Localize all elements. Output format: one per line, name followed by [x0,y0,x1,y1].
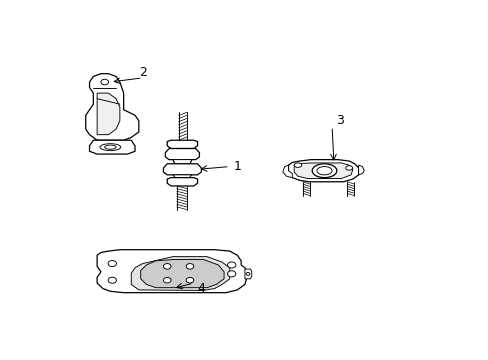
Polygon shape [173,175,191,179]
Polygon shape [89,140,135,154]
Ellipse shape [108,277,116,283]
Polygon shape [85,74,139,140]
Polygon shape [244,269,251,279]
Ellipse shape [245,273,249,275]
Ellipse shape [186,278,193,283]
Ellipse shape [163,264,171,269]
Text: 1: 1 [233,160,241,173]
Text: 2: 2 [139,66,146,79]
Polygon shape [97,93,120,135]
Ellipse shape [345,166,352,170]
Polygon shape [173,159,191,164]
Ellipse shape [101,79,108,85]
Ellipse shape [294,163,301,167]
Ellipse shape [227,262,235,268]
Polygon shape [141,260,224,288]
Polygon shape [282,165,292,177]
Polygon shape [167,140,197,149]
Ellipse shape [186,264,193,269]
Polygon shape [167,177,197,186]
Polygon shape [163,164,201,175]
Text: 3: 3 [335,114,343,127]
Ellipse shape [311,164,336,177]
Polygon shape [294,163,352,179]
Ellipse shape [104,145,116,149]
Ellipse shape [227,271,235,277]
Polygon shape [288,159,358,182]
Polygon shape [97,250,246,293]
Polygon shape [358,165,364,175]
Ellipse shape [108,261,116,267]
Polygon shape [131,257,229,291]
Text: 4: 4 [197,282,205,295]
Polygon shape [165,149,199,159]
Ellipse shape [100,144,121,150]
Ellipse shape [316,167,331,175]
Ellipse shape [163,278,171,283]
